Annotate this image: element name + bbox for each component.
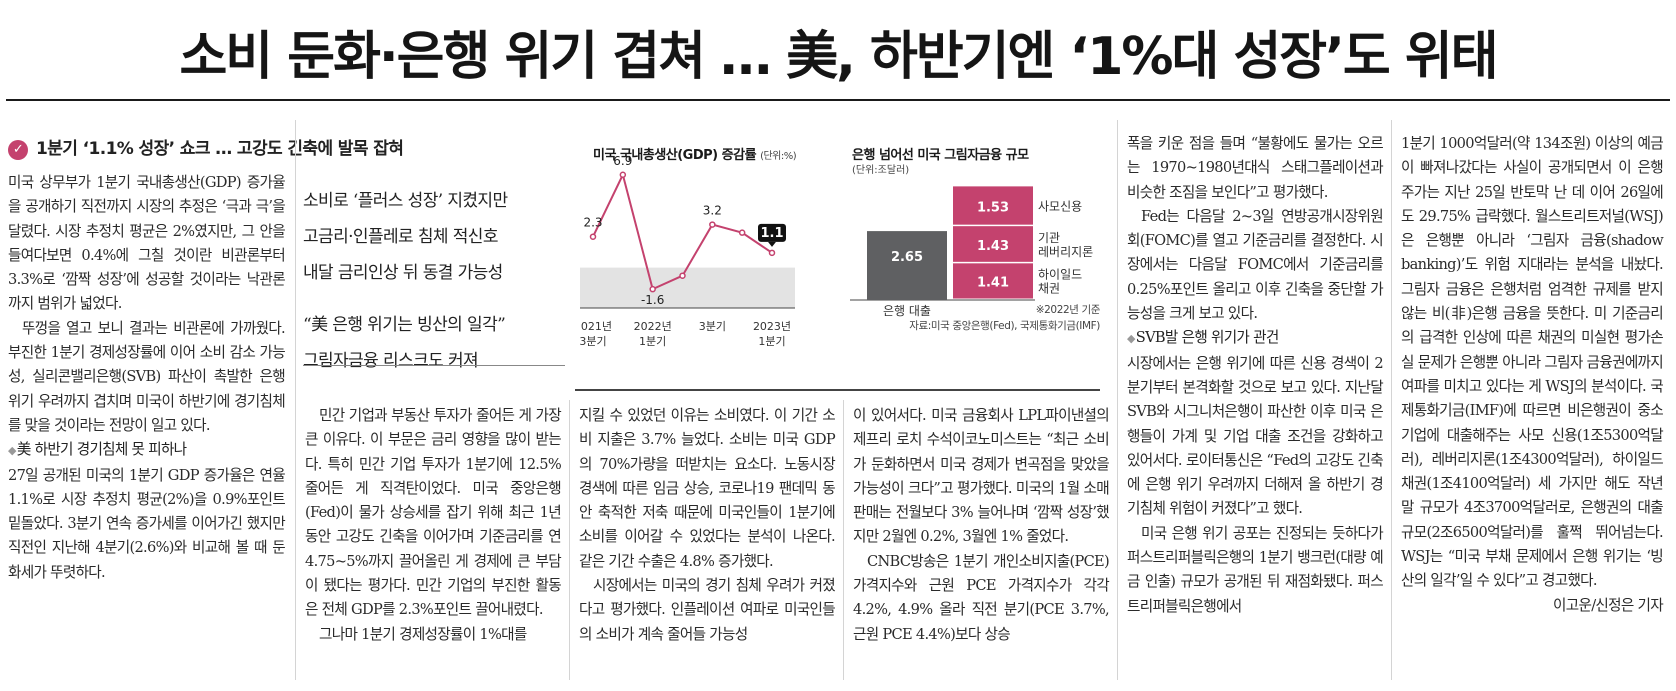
gdp-point — [768, 249, 776, 257]
article-paragraph: Fed는 다음달 2~3일 연방공개시장위원회(FOMC)를 열고 기준금리를 … — [1127, 207, 1384, 323]
gdp-point — [679, 272, 686, 279]
article-column-6: 1분기 1000억달러(약 134조원) 이상의 예금이 빠져나갔다는 사실이 … — [1401, 132, 1664, 618]
gdp-data-label: -1.6 — [641, 293, 664, 307]
article-paragraph: CNBC방송은 1분기 개인소비지출(PCE) 가격지수와 근원 PCE 가격지… — [853, 552, 1110, 643]
article-column-3: 지킬 수 있었던 이유는 소비였다. 이 기간 소비 지출은 3.7% 늘었다.… — [579, 404, 836, 647]
gdp-chart-title: 미국 국내총생산(GDP) 증감률 (단위:%) — [593, 144, 797, 163]
headline-rule — [6, 99, 1670, 101]
shadow-segment-bar — [953, 186, 1033, 225]
shadow-chart-unit: (단위:조달러) — [852, 165, 910, 176]
x-tick-label: 1분기 — [758, 335, 785, 348]
x-tick-label: 2021년 — [580, 320, 612, 333]
article-column-4: 이 있어서다. 미국 금융회사 LPL파이낸셜의 제프리 로치 수석이코노미스트… — [853, 404, 1110, 647]
check-circle-icon: ✓ — [8, 140, 28, 160]
article-paragraph: 지킬 수 있었던 이유는 소비였다. 이 기간 소비 지출은 3.7% 늘었다.… — [579, 407, 836, 570]
section-head-text: 1분기 ‘1.1% 성장’ 쇼크 … 고강도 긴축에 발목 잡혀 — [36, 139, 404, 159]
x-tick-label: 2023년 — [753, 320, 791, 333]
x-tick-label: 2022년 — [634, 320, 672, 333]
article-paragraph: 그나마 1분기 경제성장률이 1%대를 — [319, 625, 527, 643]
gdp-point — [619, 171, 627, 179]
x-tick-label: 1분기 — [639, 335, 666, 348]
article-paragraph: 시장에서는 미국의 경기 침체 우려가 커졌다고 평가했다. 인플레이션 여파로… — [579, 577, 836, 643]
gdp-point — [709, 221, 716, 228]
chart-source: 자료:미국 중앙은행(Fed), 국제통화기금(IMF) — [909, 320, 1100, 332]
pull-quote-line: 소비로 ‘플러스 성장’ 지켰지만 — [303, 191, 508, 211]
x-tick-label: 3분기 — [580, 335, 607, 348]
column-divider — [1391, 120, 1392, 680]
pull-quote-line: “美 은행 위기는 빙산의 일각” — [303, 315, 506, 335]
article-paragraph: 27일 공개된 미국의 1분기 GDP 증가율은 연율 1.1%로 시장 추정치… — [8, 466, 286, 581]
article-paragraph: 미국 은행 위기 공포는 진정되는 듯하다가 퍼스트리퍼블릭은행의 1분기 뱅크… — [1127, 524, 1384, 615]
article-column-1: 미국 상무부가 1분기 국내총생산(GDP) 증가율을 공개하기 직전까지 시장… — [8, 171, 286, 585]
article-paragraph: 1분기 1000억달러(약 134조원) 이상의 예금이 빠져나갔다는 사실이 … — [1401, 135, 1664, 590]
gdp-point — [649, 285, 656, 293]
x-tick-label: 3분기 — [699, 320, 726, 333]
shadow-segment-value: 1.53 — [977, 200, 1009, 215]
shadow-chart-svg: 2.65 은행 대출 1.41 하이일드 채권 1.43 기관 레버리지론 1.53 사모신용 — [850, 186, 1093, 318]
subheading: SVB발 은행 위기가 관건 — [1127, 326, 1383, 351]
article-paragraph: 미국 상무부가 1분기 국내총생산(GDP) 증가율을 공개하기 직전까지 시장… — [8, 174, 286, 313]
headline: 소비 둔화·은행 위기 겹쳐 … 美, 하반기엔 ‘1%대 성장’도 위태 — [179, 27, 1498, 87]
shadow-chart-title: 은행 넘어선 미국 그림자금융 규모 — [852, 148, 1029, 163]
gdp-data-label: 3.2 — [703, 204, 722, 218]
gdp-data-label: 6.9 — [613, 154, 632, 168]
gdp-data-label: 1.1 — [760, 226, 783, 241]
article-column-2: 민간 기업과 부동산 투자가 줄어든 게 가장 큰 이유다. 이 부문은 금리 … — [305, 404, 562, 647]
shadow-segment-value: 1.41 — [977, 276, 1009, 291]
pull-quote-rule — [303, 365, 565, 366]
bank-bar-category: 은행 대출 — [883, 303, 931, 318]
column-divider — [569, 400, 570, 680]
column-divider — [843, 400, 844, 680]
gdp-point — [589, 233, 597, 240]
gdp-chart: 미국 국내총생산(GDP) 증감률 (단위:%) 2.3 6.9 -1.6 3.2 1.… — [580, 128, 848, 376]
shadow-segment-value: 1.43 — [977, 239, 1009, 254]
chart-bottom-rule — [575, 389, 1100, 391]
column-divider — [295, 120, 296, 680]
pull-quote-line: 고금리·인플레로 침체 적신호 — [303, 227, 499, 247]
article-paragraph: 뚜껑을 열고 보니 결과는 비관론에 가까웠다. 부진한 1분기 경제성장률에 … — [8, 319, 286, 434]
article-column-5: 폭을 키운 점을 들며 “불황에도 물가는 오르는 1970~1980년대식 스… — [1127, 132, 1384, 619]
shadow-segment-bar — [953, 263, 1033, 299]
article-paragraph: 이 있어서다. 미국 금융회사 LPL파이낸셜의 제프리 로치 수석이코노미스트… — [853, 407, 1110, 546]
shadow-segment-label: 하이일드 채권 — [1038, 268, 1082, 296]
chart-note-date: ※2022년 기준 — [1035, 304, 1101, 316]
gdp-data-label: 2.3 — [583, 216, 602, 230]
bank-bar-value: 2.65 — [891, 250, 923, 265]
pull-quote-line: 내달 금리인상 뒤 동결 가능성 — [303, 263, 503, 283]
article-paragraph: 폭을 키운 점을 들며 “불황에도 물가는 오르는 1970~1980년대식 스… — [1127, 135, 1384, 201]
shadow-segment-bar — [953, 226, 1033, 262]
pull-quote-box: 소비로 ‘플러스 성장’ 지켰지만 고금리·인플레로 침체 적신호 내달 금리인… — [303, 183, 573, 379]
article-paragraph: 민간 기업과 부동산 투자가 줄어든 게 가장 큰 이유다. 이 부문은 금리 … — [305, 407, 562, 619]
gdp-chart-unit: (단위:%) — [760, 151, 797, 162]
section-head: ✓ 1분기 ‘1.1% 성장’ 쇼크 … 고강도 긴축에 발목 잡혀 — [8, 134, 404, 160]
highlight-badge-pointer — [768, 241, 776, 247]
highlight-badge — [758, 223, 786, 242]
bank-loan-bar — [867, 231, 947, 300]
shadow-banking-chart: 은행 넘어선 미국 그림자금융 규모 (단위:조달러) 2.65 은행 대출 1.4… — [850, 128, 1100, 378]
article-paragraph: 시장에서는 은행 위기에 따른 신용 경색이 2분기부터 본격화할 것으로 보고… — [1127, 354, 1384, 518]
gdp-chart-svg: 2.3 6.9 -1.6 3.2 1.1 2021년 3분기 2022년 1분기 3분기 2023년… — [580, 154, 795, 348]
pull-quote-line: 그림자금융 리스크도 커져 — [303, 351, 479, 371]
subheading: 美 하반기 경기침체 못 피하나 — [8, 438, 285, 463]
shadow-segment-label: 기관 레버리지론 — [1038, 231, 1093, 259]
gdp-chart-title-text: 미국 국내총생산(GDP) 증감률 — [593, 148, 757, 163]
negative-band — [580, 267, 795, 308]
shadow-segment-label: 사모신용 — [1038, 199, 1082, 213]
column-divider — [1117, 120, 1118, 680]
gdp-point — [738, 229, 746, 236]
byline: 이고운/신정은 기자 — [1553, 596, 1664, 614]
